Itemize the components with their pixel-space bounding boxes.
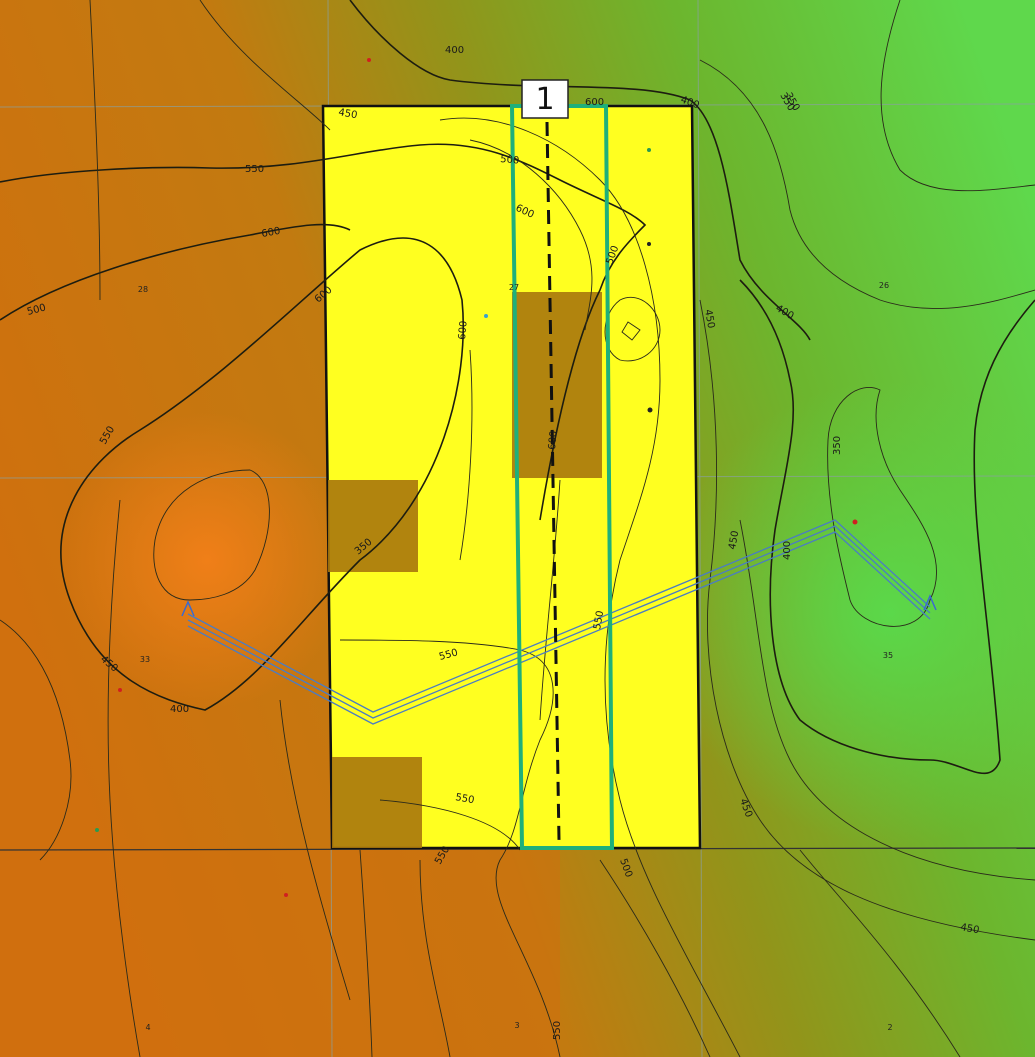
contour-label: 600 [261,226,282,240]
well-markers [95,58,858,897]
transect-line[interactable] [545,121,561,841]
transect-label-box [521,79,569,119]
excluded-area-north[interactable] [512,292,602,478]
contour-label: 600 [585,97,604,108]
pipeline-line[interactable] [187,519,931,713]
contour-line [107,499,141,1057]
contour-label: 400 [170,704,189,715]
contour-line [599,859,711,1057]
terrain-south-shade [0,850,560,1057]
contour-line [0,223,351,321]
section-number: 33 [140,655,150,664]
contour-label: 450 [727,530,741,551]
section-number: 27 [509,283,519,292]
section-number: 35 [883,651,893,660]
well-marker-icon[interactable] [647,407,653,413]
contour-line [359,849,373,1057]
section-number: 4 [145,1023,150,1032]
contour-line [60,237,465,711]
contour-line [439,117,741,1057]
contour-line [379,799,521,851]
pipeline-endpoint-marker-west-icon[interactable] [181,600,195,617]
contour-label: 550 [552,1021,563,1040]
contour-label: 600 [457,320,470,340]
excluded-area-west[interactable] [328,480,418,572]
contour-label: 500 [26,302,47,318]
contour-line [153,469,270,601]
well-marker-icon[interactable] [284,893,288,897]
section-number: 3 [514,1021,519,1030]
well-marker-icon[interactable] [95,828,99,832]
well-marker-icon[interactable] [367,58,371,62]
pipeline-endpoint-marker-east-icon[interactable] [923,594,937,611]
contour-line [279,699,351,1001]
contour-line [739,279,1035,775]
contour-line [604,296,661,362]
contour-label: 600 [547,430,560,450]
well-marker-icon[interactable] [484,314,488,318]
contour-line [880,0,1035,192]
contour-label: 550 [245,164,264,175]
contour-label: 400 [782,541,793,560]
well-marker-icon[interactable] [647,148,651,152]
contour-label: 500 [500,154,520,167]
contour-label: 450 [702,309,716,330]
contour-label: 400 [445,45,464,56]
contour-line [539,479,561,721]
contour-label: 350 [832,436,843,455]
contour-line [699,59,1035,310]
contour-label: 550 [592,610,606,631]
contour-line [621,321,641,341]
contour-line [739,519,1035,881]
transect-box[interactable] [509,104,615,850]
contour-line [89,0,101,301]
well-marker-icon[interactable] [118,688,122,692]
pipeline-line[interactable] [187,525,931,719]
contour-line [339,639,561,1057]
transect-label: 1 [535,82,554,117]
section-number: 26 [879,281,889,290]
section-number-layer: 28 27 26 33 35 4 3 2 [138,281,893,1032]
contour-line [799,849,961,1057]
contour-line [419,859,451,1057]
contour-line [827,387,938,627]
contour-line [699,299,1035,941]
contour-label: 450 [337,107,358,121]
section-line [697,0,703,1057]
pipeline-line[interactable] [187,531,931,725]
excluded-area-south[interactable] [332,757,422,848]
well-marker-icon[interactable] [647,242,651,246]
contour-line [0,143,647,521]
contour-line [469,139,593,331]
contour-label: 550 [454,792,475,806]
section-number: 28 [138,285,148,294]
contour-label: 450 [959,922,980,936]
contour-label: 550 [438,647,459,663]
contour-line [459,349,473,561]
pipeline-route[interactable] [187,519,931,725]
contour-line [0,619,72,861]
contour-line [199,0,331,131]
well-marker-icon[interactable] [852,519,858,525]
contour-line [349,0,811,341]
section-number: 2 [887,1023,892,1032]
